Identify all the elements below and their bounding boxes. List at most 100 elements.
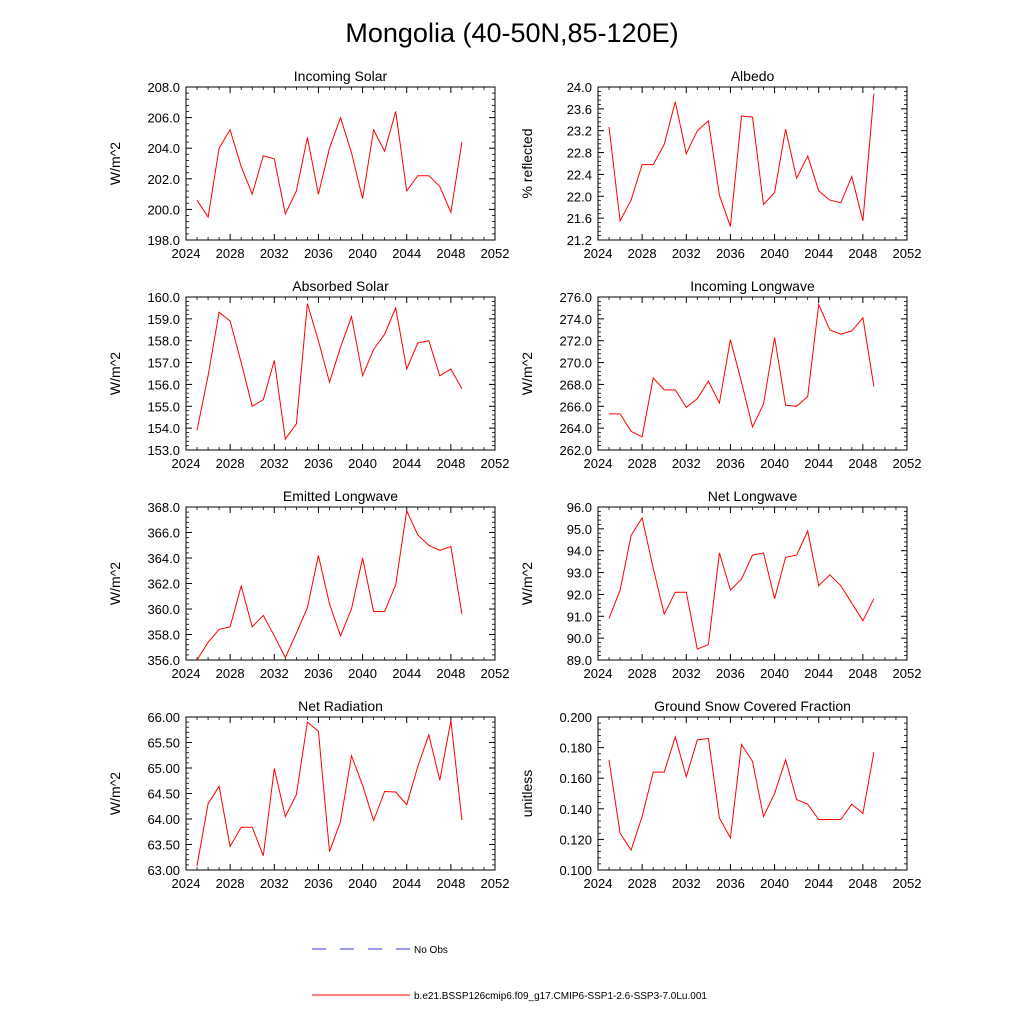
x-tick-label: 2032	[672, 456, 701, 471]
chart-panel-1: Incoming Solar W/m^2 2024 2028 2032 2036 2040 2…	[107, 68, 509, 261]
x-tick-label: 2048	[848, 876, 877, 891]
x-tick-label: 2032	[260, 876, 289, 891]
y-tick-label: 0.200	[559, 710, 592, 725]
panel-title: Absorbed Solar	[292, 278, 389, 294]
y-tick-label: 21.2	[567, 233, 592, 248]
x-tick-label: 2028	[628, 246, 657, 261]
y-tick-label: 364.0	[147, 551, 180, 566]
y-axis-label: W/m^2	[107, 772, 123, 815]
x-tick-label: 2036	[304, 876, 333, 891]
x-tick-label: 2048	[848, 246, 877, 261]
chart-panel-8: Ground Snow Covered Fraction unitless 2024…	[519, 698, 921, 891]
x-tick-label: 2048	[848, 666, 877, 681]
x-tick-label: 2052	[893, 456, 922, 471]
x-tick-label: 2028	[628, 666, 657, 681]
y-tick-label: 276.0	[559, 290, 592, 305]
plot-frame	[597, 716, 908, 871]
y-tick-label: 368.0	[147, 500, 180, 515]
series-line	[196, 720, 463, 866]
x-tick-label: 2032	[672, 246, 701, 261]
x-tick-label: 2024	[172, 876, 201, 891]
x-tick-label: 2024	[172, 246, 201, 261]
y-tick-label: 272.0	[559, 334, 592, 349]
y-tick-label: 89.0	[567, 653, 592, 668]
y-tick-label: 96.0	[567, 500, 592, 515]
panel-title: Emitted Longwave	[283, 488, 398, 504]
y-tick-label: 23.2	[567, 124, 592, 139]
panel-title: Incoming Solar	[294, 68, 388, 84]
series-line	[196, 111, 463, 219]
series-line	[608, 735, 875, 852]
y-tick-label: 91.0	[567, 609, 592, 624]
y-tick-label: 366.0	[147, 526, 180, 541]
x-tick-label: 2040	[760, 666, 789, 681]
y-tick-label: 264.0	[559, 421, 592, 436]
y-tick-label: 90.0	[567, 631, 592, 646]
y-tick-label: 24.0	[567, 80, 592, 95]
x-tick-label: 2052	[481, 456, 510, 471]
x-tick-label: 2036	[304, 456, 333, 471]
x-tick-label: 2036	[716, 666, 745, 681]
x-tick-label: 2032	[260, 666, 289, 681]
y-tick-label: 22.8	[567, 146, 592, 161]
y-tick-label: 22.4	[567, 167, 592, 182]
y-tick-label: 198.0	[147, 233, 180, 248]
y-tick-label: 0.140	[559, 802, 592, 817]
y-tick-label: 160.0	[147, 290, 180, 305]
x-tick-label: 2048	[436, 456, 465, 471]
chart-panel-2: Albedo % reflected 2024 2028 2032 2036 2040 204…	[519, 68, 921, 261]
y-tick-label: 23.6	[567, 102, 592, 117]
legend-model-label: b.e21.BSSP126cmip6.f09_g17.CMIP6-SSP1-2.…	[414, 991, 707, 1002]
y-tick-label: 155.0	[147, 399, 180, 414]
x-tick-label: 2032	[260, 456, 289, 471]
y-tick-label: 153.0	[147, 443, 180, 458]
y-tick-label: 204.0	[147, 141, 180, 156]
figure-title: Mongolia (40-50N,85-120E)	[345, 18, 678, 48]
x-tick-label: 2052	[481, 666, 510, 681]
plot-frame	[185, 296, 496, 451]
chart-panel-4: Incoming Longwave W/m^2 2024 2028 2032 2036 20…	[519, 278, 921, 471]
x-tick-label: 2052	[893, 876, 922, 891]
x-tick-label: 2044	[804, 666, 833, 681]
x-tick-label: 2044	[392, 456, 421, 471]
y-tick-label: 0.160	[559, 771, 592, 786]
panel-title: Ground Snow Covered Fraction	[654, 698, 851, 714]
y-axis-label: % reflected	[519, 128, 535, 198]
x-tick-label: 2048	[436, 876, 465, 891]
y-tick-label: 360.0	[147, 602, 180, 617]
x-tick-label: 2044	[392, 246, 421, 261]
x-tick-label: 2040	[348, 246, 377, 261]
x-tick-label: 2048	[436, 666, 465, 681]
x-tick-label: 2028	[216, 246, 245, 261]
series-line	[196, 303, 463, 441]
x-tick-label: 2028	[216, 456, 245, 471]
plot-frame	[185, 716, 496, 871]
y-tick-label: 262.0	[559, 443, 592, 458]
x-tick-label: 2044	[804, 246, 833, 261]
series-line	[608, 516, 875, 650]
x-tick-label: 2036	[716, 246, 745, 261]
x-tick-label: 2040	[760, 456, 789, 471]
panel-title: Incoming Longwave	[690, 278, 815, 294]
y-tick-label: 268.0	[559, 377, 592, 392]
chart-panel-5: Emitted Longwave W/m^2 2024 2028 2032 2036 204…	[107, 488, 509, 681]
x-tick-label: 2028	[216, 666, 245, 681]
x-tick-label: 2044	[804, 456, 833, 471]
x-tick-label: 2044	[392, 876, 421, 891]
series-line	[608, 93, 875, 227]
y-tick-label: 270.0	[559, 356, 592, 371]
y-tick-label: 154.0	[147, 421, 180, 436]
y-tick-label: 200.0	[147, 202, 180, 217]
panel-title: Net Longwave	[708, 488, 798, 504]
y-tick-label: 95.0	[567, 522, 592, 537]
y-tick-label: 22.0	[567, 189, 592, 204]
x-tick-label: 2024	[172, 666, 201, 681]
x-tick-label: 2028	[628, 456, 657, 471]
x-tick-label: 2024	[584, 666, 613, 681]
y-tick-label: 202.0	[147, 172, 180, 187]
plot-frame	[185, 86, 496, 241]
x-tick-label: 2032	[260, 246, 289, 261]
y-tick-label: 92.0	[567, 587, 592, 602]
y-tick-label: 0.180	[559, 741, 592, 756]
